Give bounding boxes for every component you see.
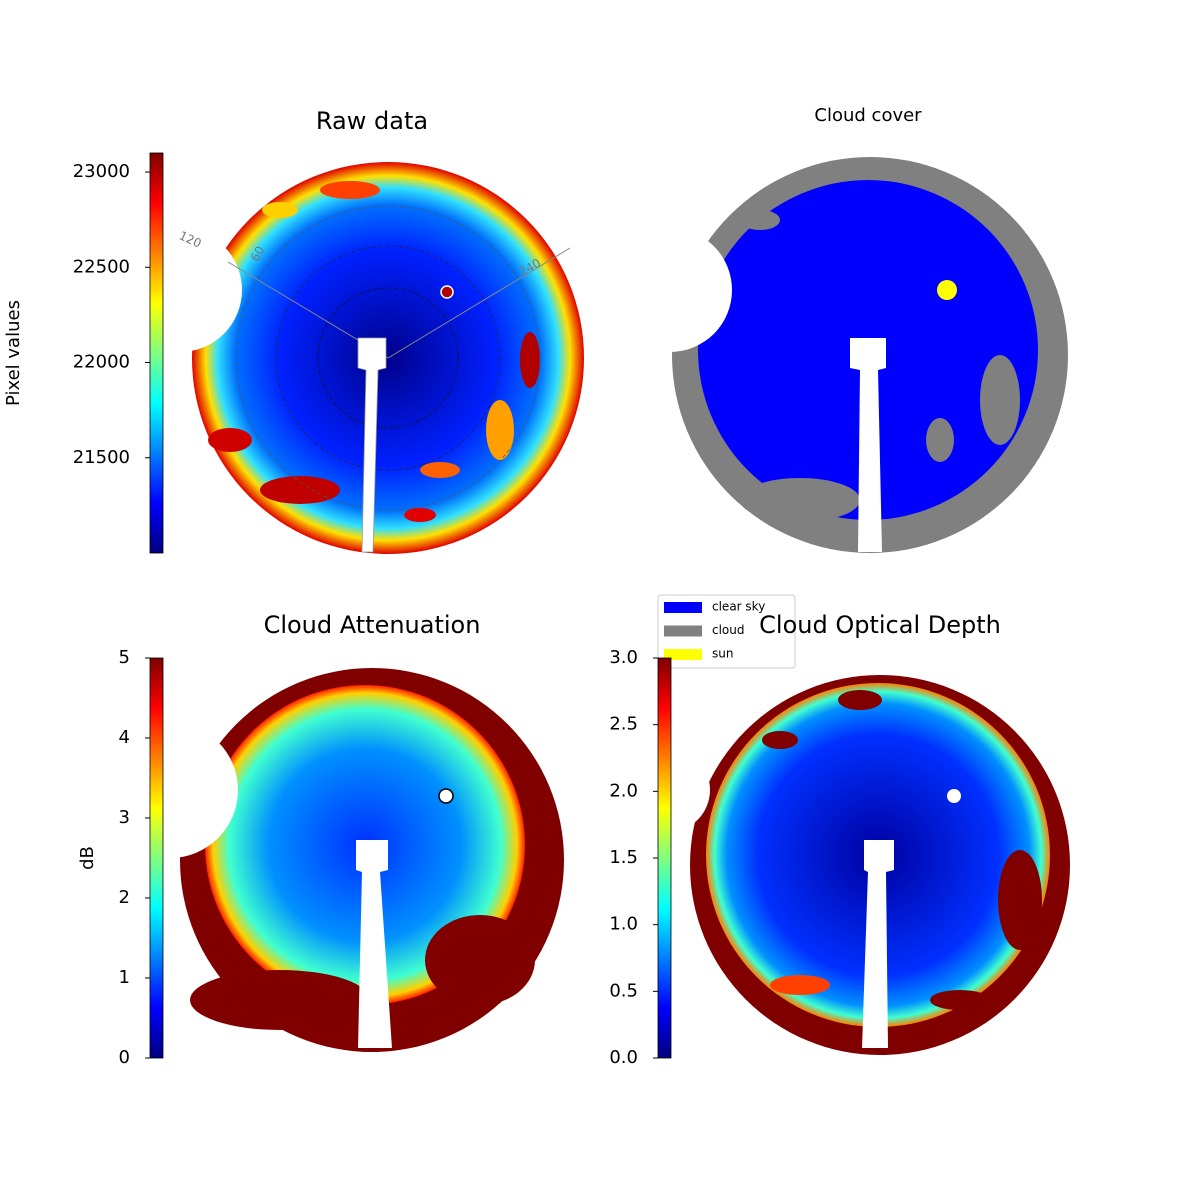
- panel-title: Raw data: [316, 107, 428, 135]
- tick-label: 2.5: [609, 714, 638, 735]
- colorbar-label: Pixel values: [3, 300, 24, 406]
- colorbar-label: dB: [77, 846, 98, 870]
- panel-title: Cloud Optical Depth: [759, 611, 1001, 639]
- tick-label: 2.0: [609, 780, 638, 801]
- tick-label: 0.0: [609, 1047, 638, 1068]
- legend-label: cloud: [712, 623, 745, 637]
- legend-label: sun: [712, 647, 733, 661]
- mast: [850, 338, 886, 552]
- legend-swatch: [664, 649, 702, 660]
- panel-title: Cloud Attenuation: [264, 611, 481, 639]
- colorbar: [149, 657, 164, 1059]
- tick-label: 0: [119, 1047, 130, 1068]
- legend-swatch: [664, 625, 702, 637]
- tick-label: 1: [119, 967, 130, 988]
- polar-label: 60: [248, 244, 268, 264]
- tick-label: 22500: [73, 256, 130, 277]
- tick-label: 2: [119, 887, 130, 908]
- tick-label: 23000: [73, 161, 130, 182]
- mast: [357, 337, 387, 553]
- tick-label: 4: [119, 727, 130, 748]
- legend-label: clear sky: [712, 600, 765, 614]
- tick-label: 0.5: [609, 980, 638, 1001]
- polar-label: 120: [177, 228, 204, 250]
- tick-label: 3: [119, 807, 130, 828]
- polar-grid: [235, 205, 541, 511]
- tick-label: 3.0: [609, 647, 638, 668]
- legend-swatch: [664, 602, 702, 613]
- colorbar: [149, 152, 164, 554]
- tick-label: 21500: [73, 447, 130, 468]
- mast: [356, 840, 392, 1048]
- panel-title: Cloud cover: [814, 105, 922, 126]
- tick-label: 22000: [73, 352, 130, 373]
- colorbar: [657, 657, 672, 1059]
- legend: clear sky cloud sun: [657, 594, 796, 669]
- tick-label: 5: [119, 647, 130, 668]
- tick-label: 1.5: [609, 847, 638, 868]
- mast: [862, 840, 894, 1048]
- tick-label: 1.0: [609, 914, 638, 935]
